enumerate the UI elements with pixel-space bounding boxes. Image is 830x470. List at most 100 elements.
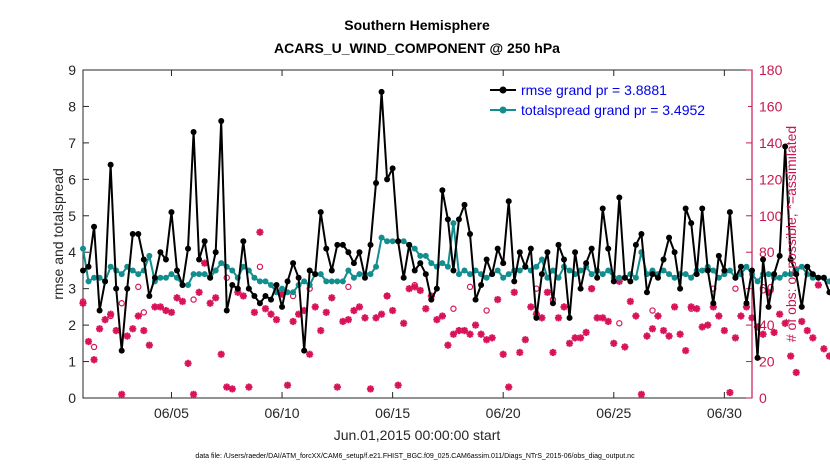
obs-assimilated-point <box>256 228 264 236</box>
obs-assimilated-point <box>759 330 767 338</box>
obs-assimilated-point <box>317 326 325 335</box>
rmse-point <box>760 256 767 263</box>
spread-point <box>494 267 501 274</box>
y2-tick-label: 100 <box>759 208 783 224</box>
rmse-point <box>85 263 92 270</box>
y2-tick-label: 180 <box>759 62 783 78</box>
obs-assimilated-point <box>488 334 496 342</box>
y-axis-label: rmse and totalspread <box>50 168 66 300</box>
spread-point <box>422 252 429 259</box>
rmse-point <box>328 267 335 274</box>
rmse-point <box>693 271 700 278</box>
x-axis-label: Jun.01,2015 00:00:00 start <box>334 427 501 443</box>
spread-point <box>765 271 772 278</box>
obs-assimilated-point <box>505 383 513 391</box>
obs-possible-point <box>649 307 656 314</box>
obs-possible-point <box>588 285 595 292</box>
obs-assimilated-point <box>781 319 789 327</box>
rmse-point <box>256 300 263 307</box>
rmse-point <box>538 271 545 278</box>
y-tick-label: 2 <box>68 317 76 333</box>
rmse-point <box>472 296 479 303</box>
spread-point <box>566 267 573 274</box>
y2-tick-label: 20 <box>759 354 775 370</box>
rmse-point <box>544 249 551 256</box>
obs-assimilated-point <box>118 390 126 398</box>
obs-assimilated-point <box>84 337 93 346</box>
y-axis: 0 1 2 3 4 5 6 7 8 9 <box>68 62 89 406</box>
rmse-point <box>638 231 645 237</box>
rmse-point <box>323 245 330 252</box>
spread-point <box>467 271 474 278</box>
rmse-point <box>610 278 617 285</box>
spread-point <box>146 252 153 259</box>
spread-point <box>726 267 733 274</box>
spread-point <box>483 274 490 281</box>
rmse-point <box>384 176 391 183</box>
rmse-point <box>561 256 568 263</box>
rmse-point <box>549 300 556 307</box>
spread-point <box>787 271 794 278</box>
rmse-point <box>588 245 595 252</box>
obs-assimilated-point <box>560 303 568 311</box>
rmse-point <box>771 271 778 278</box>
rmse-point <box>787 256 794 263</box>
obs-possible-point <box>411 281 418 289</box>
obs-assimilated-point <box>521 336 529 344</box>
rmse-point <box>566 314 573 321</box>
spread-point <box>411 245 418 252</box>
obs-assimilated-point <box>499 350 507 358</box>
spread-point <box>544 274 551 281</box>
obs-assimilated-point <box>366 385 375 393</box>
rmse-point <box>522 263 529 270</box>
obs-assimilated-point <box>272 316 281 324</box>
spread-point <box>378 234 385 241</box>
obs-assimilated-point <box>167 308 176 316</box>
y2-tick-label: 0 <box>759 390 767 406</box>
obs-assimilated-point <box>328 294 336 302</box>
obs-assimilated-point <box>189 390 198 398</box>
spread-point <box>439 260 446 267</box>
rmse-point <box>467 231 474 237</box>
rmse-point <box>151 274 158 281</box>
spread-point <box>256 278 263 285</box>
obs-assimilated-point <box>372 314 380 322</box>
rmse-point <box>710 300 717 307</box>
rmse-point <box>251 292 258 299</box>
spread-point <box>666 271 673 278</box>
obs-assimilated-point <box>670 303 679 311</box>
spread-point <box>450 220 457 227</box>
obs-assimilated-point <box>438 312 446 320</box>
spread-point <box>671 274 678 281</box>
obs-possible-point <box>732 285 739 292</box>
rmse-point <box>643 289 650 296</box>
obs-assimilated-point <box>737 312 745 320</box>
spread-point <box>605 267 612 274</box>
obs-assimilated-point <box>90 356 98 364</box>
obs-assimilated-point <box>582 328 590 336</box>
rmse-point <box>223 307 230 314</box>
y-tick-label: 9 <box>68 62 76 78</box>
rmse-point <box>146 292 153 299</box>
obs-assimilated-point <box>494 296 502 304</box>
rmse-point <box>185 245 192 252</box>
rmse-point <box>345 249 352 256</box>
obs-assimilated-point <box>283 381 292 389</box>
rmse-point <box>196 256 203 263</box>
y-tick-label: 7 <box>68 135 76 151</box>
obs-assimilated-point <box>483 336 491 344</box>
rmse-point <box>500 260 507 267</box>
rmse-point <box>632 241 639 248</box>
spread-point <box>323 278 330 285</box>
rmse-point <box>201 238 208 245</box>
spread-point <box>743 263 750 270</box>
rmse-point <box>162 256 169 263</box>
rmse-point <box>113 285 120 292</box>
spread-point <box>538 256 545 263</box>
spread-point <box>162 274 169 281</box>
obs-assimilated-point <box>217 350 225 358</box>
obs-assimilated-point <box>577 334 585 342</box>
rmse-point <box>671 249 678 256</box>
x-axis: 06/05 06/10 06/15 06/20 06/25 06/30 <box>154 70 742 421</box>
legend-rmse-label: rmse grand pr = 3.8881 <box>521 82 667 98</box>
